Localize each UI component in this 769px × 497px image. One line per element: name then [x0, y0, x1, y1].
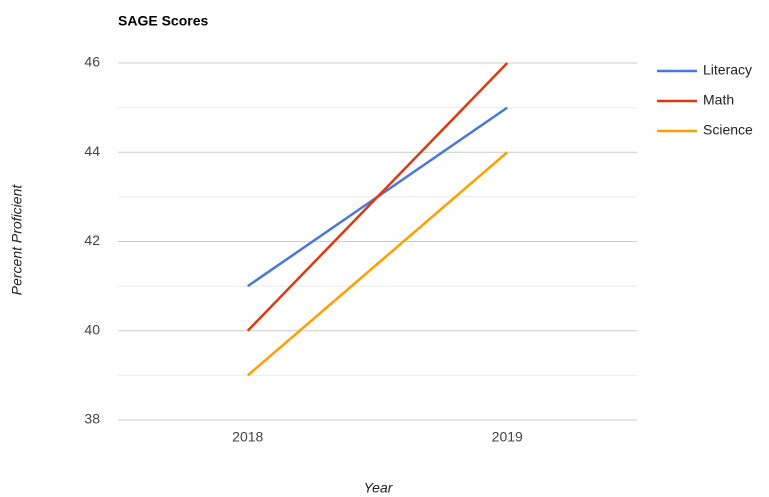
y-tick-label: 44 [84, 143, 100, 159]
x-tick-label: 2018 [232, 429, 263, 445]
chart-title: SAGE Scores [118, 13, 208, 29]
legend-label: Science [703, 122, 753, 138]
legend-label: Math [703, 92, 734, 108]
series-line [246, 151, 509, 377]
y-axis-label: Percent Proficient [9, 184, 25, 296]
y-tick-label: 46 [84, 54, 100, 70]
series-line [246, 62, 509, 332]
y-tick-label: 40 [84, 321, 100, 337]
x-axis-label: Year [364, 480, 394, 496]
y-tick-label: 38 [84, 411, 100, 427]
x-tick-label: 2019 [492, 429, 523, 445]
legend-label: Literacy [703, 62, 752, 78]
y-tick-label: 42 [84, 232, 100, 248]
